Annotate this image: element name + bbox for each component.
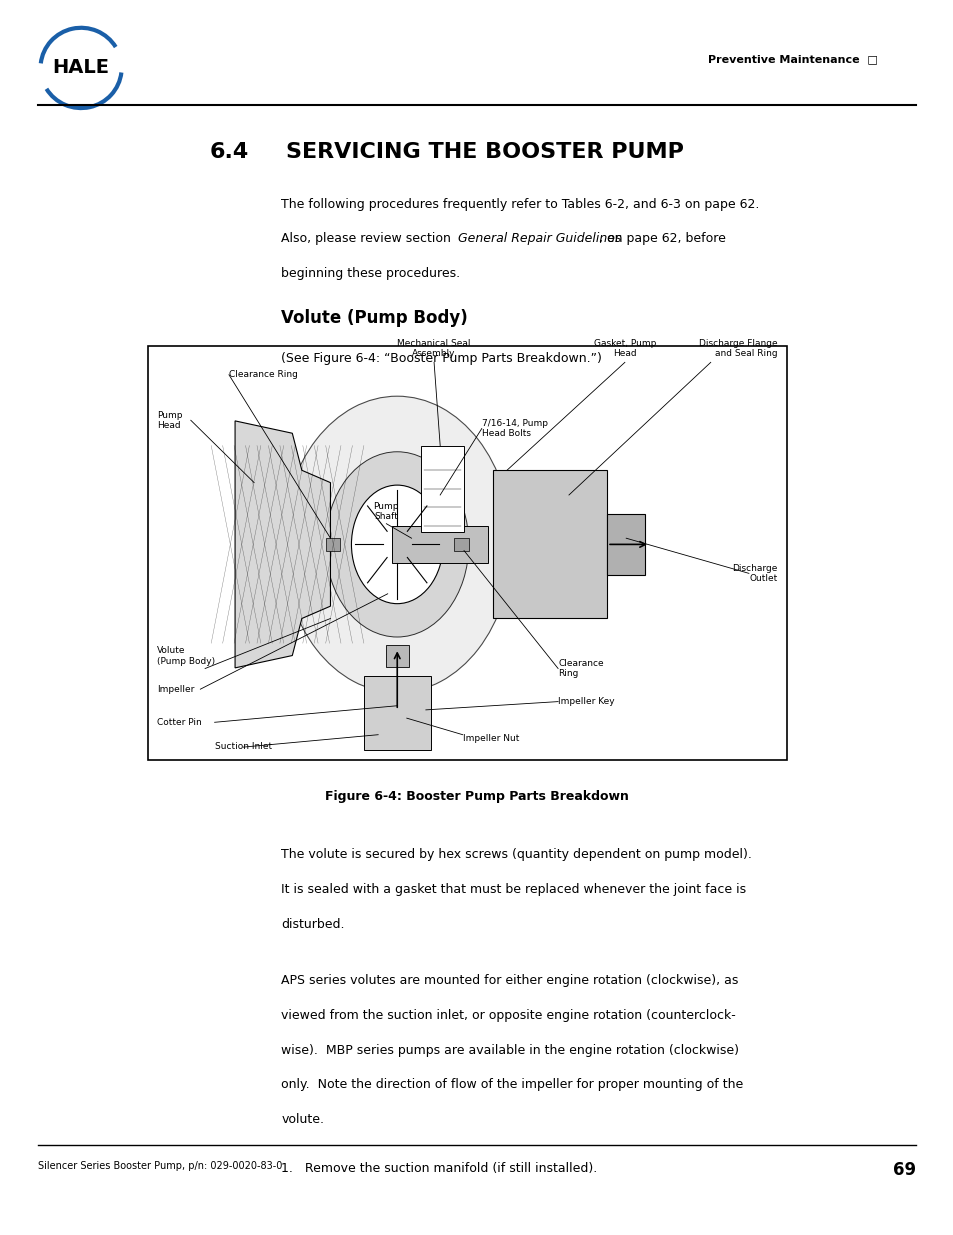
Wedge shape [351, 485, 442, 604]
Text: Clearance
Ring: Clearance Ring [558, 658, 603, 678]
Text: (See Figure 6-4: “Booster Pump Parts Breakdown.”): (See Figure 6-4: “Booster Pump Parts Bre… [281, 352, 601, 366]
Text: wise).  MBP series pumps are available in the engine rotation (clockwise): wise). MBP series pumps are available in… [281, 1044, 739, 1057]
Text: viewed from the suction inlet, or opposite engine rotation (counterclock-: viewed from the suction inlet, or opposi… [281, 1009, 736, 1023]
Text: General Repair Guidelines: General Repair Guidelines [457, 232, 620, 246]
Text: Clearance Ring: Clearance Ring [229, 370, 297, 379]
Text: 69: 69 [892, 1161, 915, 1179]
Text: SERVICING THE BOOSTER PUMP: SERVICING THE BOOSTER PUMP [286, 142, 683, 162]
Wedge shape [325, 452, 468, 637]
Text: Cotter Pin: Cotter Pin [157, 718, 202, 726]
Text: 7/16-14, Pump
Head Bolts: 7/16-14, Pump Head Bolts [481, 419, 547, 438]
Text: , on pape 62, before: , on pape 62, before [598, 232, 725, 246]
Text: disturbed.: disturbed. [281, 918, 345, 931]
Text: HALE: HALE [52, 58, 110, 78]
Wedge shape [282, 396, 511, 693]
FancyBboxPatch shape [454, 538, 468, 551]
Text: Pump
Head: Pump Head [157, 410, 183, 430]
Text: only.  Note the direction of flow of the impeller for proper mounting of the: only. Note the direction of flow of the … [281, 1078, 743, 1092]
Text: Pump
Shaft: Pump Shaft [374, 501, 398, 521]
Text: Silencer Series Booster Pump, p/n: 029-0020-83-0: Silencer Series Booster Pump, p/n: 029-0… [38, 1161, 282, 1171]
Text: volute.: volute. [281, 1113, 324, 1126]
Text: The volute is secured by hex screws (quantity dependent on pump model).: The volute is secured by hex screws (qua… [281, 848, 752, 862]
FancyBboxPatch shape [325, 538, 339, 551]
Text: Discharge Flange
and Seal Ring: Discharge Flange and Seal Ring [699, 338, 777, 358]
Text: Gasket, Pump
Head: Gasket, Pump Head [593, 338, 656, 358]
Text: Preventive Maintenance  □: Preventive Maintenance □ [707, 54, 877, 64]
Text: 6.4: 6.4 [210, 142, 249, 162]
Text: beginning these procedures.: beginning these procedures. [281, 267, 460, 280]
Text: Mechanical Seal
Assembly: Mechanical Seal Assembly [396, 338, 471, 358]
Text: The following procedures frequently refer to Tables 6-2, and 6-3 on pape 62.: The following procedures frequently refe… [281, 198, 759, 211]
FancyBboxPatch shape [148, 346, 786, 760]
Text: Figure 6-4: Booster Pump Parts Breakdown: Figure 6-4: Booster Pump Parts Breakdown [325, 790, 628, 804]
FancyBboxPatch shape [606, 514, 644, 576]
Text: Volute
(Pump Body): Volute (Pump Body) [157, 646, 215, 666]
FancyBboxPatch shape [363, 676, 430, 750]
Text: Also, please review section: Also, please review section [281, 232, 455, 246]
Polygon shape [234, 421, 330, 668]
Text: APS series volutes are mounted for either engine rotation (clockwise), as: APS series volutes are mounted for eithe… [281, 974, 738, 988]
FancyBboxPatch shape [492, 471, 606, 619]
FancyBboxPatch shape [385, 645, 408, 667]
Text: Impeller Key: Impeller Key [558, 697, 614, 706]
Text: It is sealed with a gasket that must be replaced whenever the joint face is: It is sealed with a gasket that must be … [281, 883, 746, 897]
Text: Impeller Nut: Impeller Nut [462, 735, 518, 743]
Text: Suction Inlet: Suction Inlet [214, 742, 272, 751]
FancyBboxPatch shape [392, 526, 487, 563]
Text: Discharge
Outlet: Discharge Outlet [731, 563, 777, 583]
Text: 1.   Remove the suction manifold (if still installed).: 1. Remove the suction manifold (if still… [281, 1162, 597, 1176]
FancyBboxPatch shape [420, 446, 463, 532]
Text: Impeller: Impeller [157, 684, 194, 694]
Text: Volute (Pump Body): Volute (Pump Body) [281, 309, 468, 327]
